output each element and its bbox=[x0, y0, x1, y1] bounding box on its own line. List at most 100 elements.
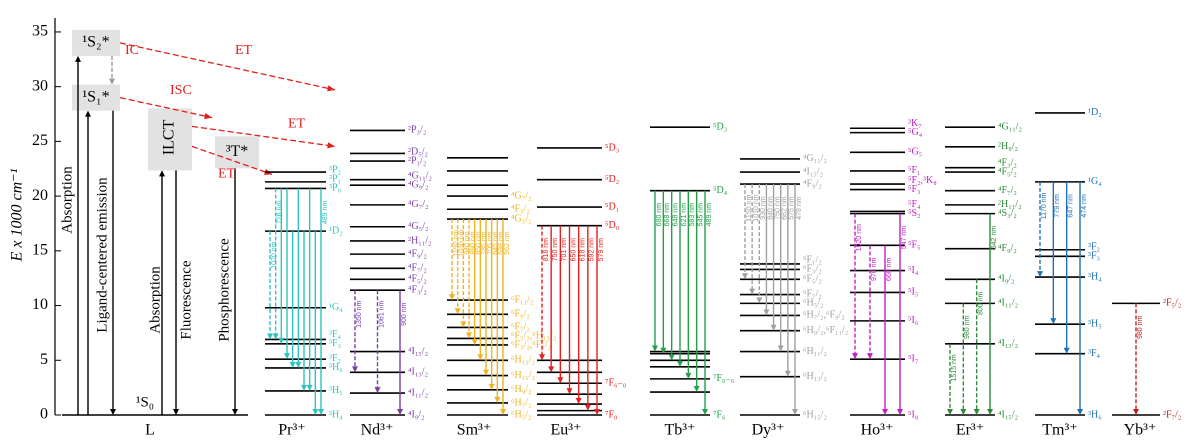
level-label: ⁵D₃ bbox=[713, 121, 727, 132]
tick-label: 30 bbox=[32, 77, 48, 94]
state-box bbox=[215, 136, 259, 169]
level-label: ⁶H₅/₂ bbox=[803, 298, 823, 309]
arrow-head bbox=[327, 142, 335, 149]
level-label: ¹D₂ bbox=[1088, 107, 1102, 118]
arrow-head bbox=[947, 409, 953, 415]
level-label: ⁵I₄ bbox=[908, 265, 919, 276]
arrow-shaft bbox=[119, 96, 213, 119]
wavelength-label: 660 nm bbox=[886, 258, 893, 282]
arrow bbox=[159, 170, 165, 415]
transition bbox=[548, 225, 555, 373]
level-label: ¹G₄ bbox=[329, 302, 343, 313]
level-label: ³P₂ bbox=[329, 165, 341, 176]
level-label: ⁶F₃/₂,⁶F₁/₂ bbox=[511, 339, 551, 350]
wavelength-label: 1030 nm bbox=[459, 229, 466, 256]
transition bbox=[284, 188, 290, 360]
transition bbox=[742, 184, 748, 280]
axis-label: E x 1000 cm⁻¹ bbox=[9, 168, 26, 262]
transfer-arrow bbox=[119, 42, 336, 92]
level-label: ⁶H₁₁/₂ bbox=[803, 346, 827, 357]
arrow-head bbox=[784, 370, 791, 377]
level-label: ⁶F₁₁/₂ bbox=[511, 294, 533, 305]
arrow-head bbox=[777, 345, 784, 352]
wavelength-label: 547 nm bbox=[901, 226, 908, 250]
wavelength-label: 840 nm bbox=[767, 196, 774, 220]
tick-label: 0 bbox=[40, 406, 48, 423]
level-label: ⁵I₇ bbox=[908, 353, 918, 364]
transition bbox=[306, 188, 313, 391]
arrow-head bbox=[742, 273, 748, 280]
transition bbox=[1063, 181, 1070, 354]
arrow bbox=[110, 110, 116, 415]
arrow-head bbox=[668, 354, 675, 361]
level-label: ²H₁₁/₂ bbox=[998, 199, 1021, 210]
level-label: ³P₁ bbox=[329, 174, 341, 185]
arrow-head bbox=[232, 409, 238, 415]
ion-name: Yb³⁺ bbox=[1124, 422, 1157, 439]
level-label: ⁴F₃/₂ bbox=[511, 204, 530, 215]
level-label: ⁵I₈ bbox=[908, 409, 919, 420]
wavelength-label: 970 nm bbox=[871, 258, 878, 282]
arrow bbox=[85, 110, 91, 415]
level-label: ⁵D₄ bbox=[713, 185, 728, 196]
level-label: ⁴F₉/₂ bbox=[803, 178, 822, 189]
level-label: ⁶F₁/₂ bbox=[803, 255, 822, 266]
level-label: ¹D₂ bbox=[329, 225, 343, 236]
level-label: ⁵F₅ bbox=[908, 240, 921, 251]
wavelength-label: 818 nm bbox=[543, 238, 550, 262]
arrow-head bbox=[987, 409, 993, 415]
arrow-head bbox=[960, 409, 967, 415]
transition bbox=[460, 219, 467, 328]
transition bbox=[494, 219, 501, 403]
arrow-head bbox=[312, 409, 319, 415]
level-label: ⁴I₁₃/₂ bbox=[998, 338, 1018, 349]
arrow-head bbox=[327, 85, 335, 92]
level-label: ⁶H₁₁/₂ bbox=[511, 370, 535, 381]
transition bbox=[756, 184, 763, 304]
level-label: ³H₄ bbox=[1088, 271, 1102, 282]
level-label: ³P₀ bbox=[329, 183, 342, 194]
state-label: ¹S₀ bbox=[136, 394, 154, 410]
arrow-head bbox=[693, 386, 700, 393]
wavelength-label: 650 nm bbox=[570, 238, 577, 262]
tick-label: 35 bbox=[32, 23, 48, 40]
arrow-head bbox=[1063, 347, 1070, 354]
arrow-head bbox=[500, 409, 506, 415]
arrow-head bbox=[1077, 409, 1083, 415]
wavelength-label: 705 nm bbox=[487, 231, 494, 255]
transfer-arrow bbox=[119, 96, 213, 120]
wavelength-label: 1020 nm bbox=[271, 241, 278, 268]
arrow bbox=[75, 55, 81, 415]
state-box bbox=[72, 84, 120, 111]
arrow-head bbox=[466, 332, 472, 339]
arrow-head bbox=[289, 361, 296, 368]
level-label: ¹G₄ bbox=[1088, 176, 1102, 187]
wavelength-label: 701 nm bbox=[561, 238, 568, 262]
arrow-head bbox=[763, 309, 770, 316]
arrow-head bbox=[85, 110, 91, 117]
level-label: ⁵D₂ bbox=[605, 174, 619, 185]
wavelength-label: 800 nm bbox=[978, 291, 985, 315]
arrow-head bbox=[652, 345, 658, 352]
wavelength-label: 583 nm bbox=[689, 203, 696, 227]
level-label: ²F₅/₂ bbox=[1163, 298, 1181, 309]
arrow-head bbox=[685, 372, 692, 379]
wavelength-label: 750 nm bbox=[774, 196, 781, 220]
arrow bbox=[109, 55, 115, 85]
wavelength-label: 930 nm bbox=[760, 196, 767, 220]
wavelength-label: 575 nm bbox=[789, 196, 796, 220]
level-label: ³F₂ bbox=[1088, 242, 1100, 253]
wavelength-label: 562 nm bbox=[504, 231, 511, 255]
level-label: ⁵I₆ bbox=[908, 315, 919, 326]
ion-name: Eu³⁺ bbox=[550, 422, 581, 439]
transition bbox=[763, 184, 770, 316]
arrow-head bbox=[173, 409, 179, 415]
transition bbox=[466, 219, 472, 339]
arrow-shaft bbox=[119, 42, 336, 91]
arrow-head bbox=[471, 338, 478, 345]
arrow-head bbox=[295, 361, 302, 368]
wavelength-label: 1170 nm bbox=[1041, 192, 1048, 219]
transition bbox=[318, 188, 324, 415]
wavelength-label: 478 nm bbox=[796, 196, 803, 220]
